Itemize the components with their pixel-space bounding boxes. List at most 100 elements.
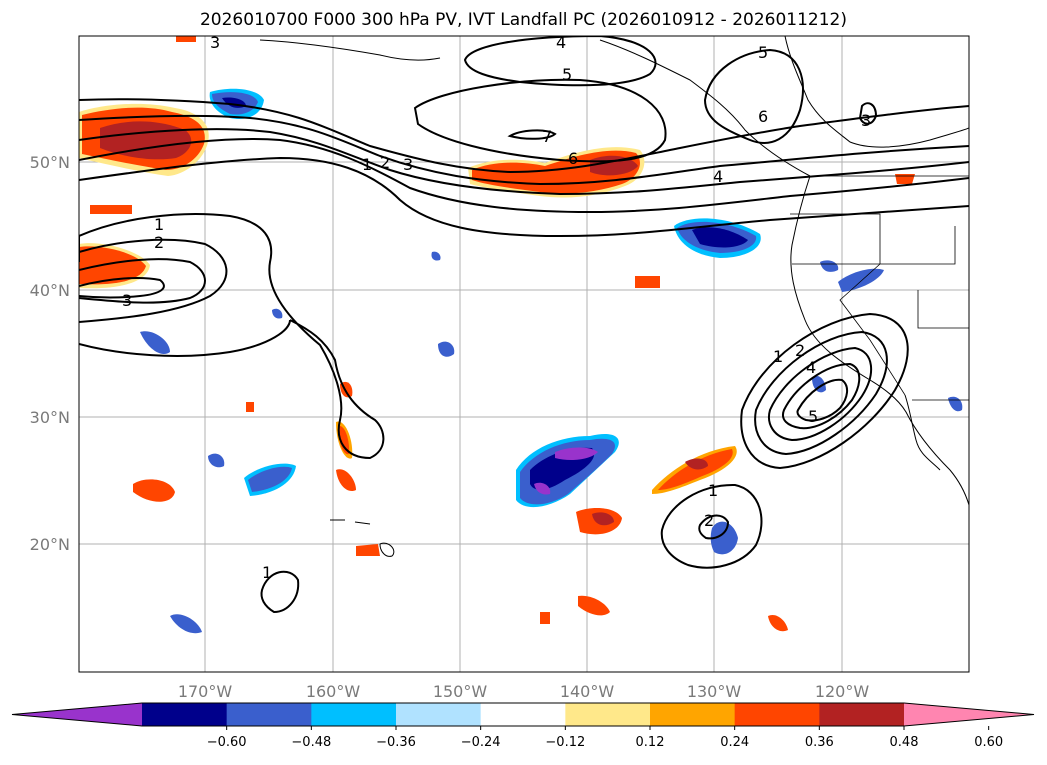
pv-neg-blob [692, 227, 748, 248]
colorbar-tick-label: 0.48 [890, 735, 919, 750]
colorbar-tick-label: −0.24 [461, 735, 501, 750]
contour-label: 2 [704, 511, 714, 530]
contour-line [79, 319, 291, 357]
contour-label: 1 [362, 155, 372, 174]
contour-label: 3 [210, 33, 220, 52]
pv-pos-blob [79, 246, 146, 285]
contour-line [768, 346, 873, 442]
contour-line [703, 48, 804, 144]
pv-pos-blob [338, 425, 350, 455]
pv-pos-blob [133, 479, 175, 502]
colorbar-segment [650, 703, 736, 726]
contour-label: 4 [556, 33, 566, 52]
pv-pos-blob [246, 402, 254, 412]
pv-neg-blob [170, 614, 202, 634]
contour-label: 2 [154, 233, 164, 252]
lon-label-170w: 170°W [178, 682, 233, 701]
colorbar-tick-label: 0.12 [636, 735, 665, 750]
pv-neg-blob [838, 268, 884, 292]
map-title: 2026010700 F000 300 hPa PV, IVT Landfall… [199, 10, 847, 30]
pv-neg-blob [555, 447, 598, 460]
contour-line [79, 138, 969, 214]
colorbar-segment [819, 703, 905, 726]
lat-label-20n: 20°N [30, 535, 70, 554]
colorbar-tick-label: 0.24 [720, 735, 749, 750]
colorbar-segment [142, 703, 228, 726]
contour-line [79, 213, 385, 460]
contour-line [507, 129, 557, 140]
pv-pos-blob [336, 469, 356, 492]
pv-neg-blob [140, 331, 170, 354]
colorbar-extend-min [12, 703, 142, 726]
contour-label: 6 [758, 107, 768, 126]
contour-label: 5 [562, 65, 572, 84]
pv-pos-blob [592, 512, 614, 526]
contour-line [79, 114, 969, 186]
pv-pos-blob [176, 36, 196, 42]
colorbar-segment [565, 703, 651, 726]
map-area [79, 36, 969, 672]
colorbar-tick-label: 0.36 [805, 735, 834, 750]
contour-label: 3 [122, 291, 132, 310]
contour-label: 1 [262, 563, 272, 582]
pv-neg-blob [431, 251, 441, 261]
lat-label-40n: 40°N [30, 281, 70, 300]
lon-label-120w: 120°W [815, 682, 870, 701]
contour-line [413, 78, 667, 163]
colorbar-segment [396, 703, 482, 726]
contour-line [79, 128, 969, 196]
ivt-contours [79, 36, 969, 614]
contour-label: 3 [403, 155, 413, 174]
colorbar-tick-label: −0.12 [545, 735, 585, 750]
pv-neg-blob [272, 308, 283, 319]
contour-line [79, 258, 206, 304]
colorbar: −0.60 −0.48 −0.36 −0.24 −0.12 0.12 0.24 0.36 0.4… [11, 702, 1035, 750]
coastlines [259, 36, 969, 557]
contour-label: 1 [154, 215, 164, 234]
contour-line [260, 570, 300, 614]
state-borders [790, 175, 969, 401]
pv-neg-blob [812, 375, 826, 393]
pv-neg-blob [208, 453, 225, 468]
pv-neg-blob [248, 466, 292, 492]
pv-pos-blob [540, 612, 550, 624]
pv-pos-blob [768, 614, 788, 632]
contour-label: 5 [808, 407, 818, 426]
contour-label: 1 [708, 481, 718, 500]
pv-neg-blob [820, 260, 839, 272]
lat-label-30n: 30°N [30, 408, 70, 427]
colorbar-segment [226, 703, 312, 726]
contour-line [754, 330, 888, 456]
pv-neg-blob [534, 482, 551, 495]
pv-pos-blob [90, 205, 132, 214]
colorbar-segment [480, 703, 566, 726]
contour-line [79, 277, 165, 299]
lon-label-160w: 160°W [306, 682, 361, 701]
contour-line [782, 362, 861, 430]
pv-pos-blob [658, 449, 733, 490]
map-frame [78, 35, 970, 673]
colorbar-tick-label: −0.60 [207, 735, 247, 750]
colorbar-outline [11, 702, 1035, 727]
contour-label: 1 [773, 347, 783, 366]
pv-pos-blob [685, 458, 708, 470]
colorbar-tick-label: −0.48 [291, 735, 331, 750]
pv-neg-blob [710, 521, 738, 555]
contour-label: 4 [806, 358, 816, 377]
pv-pos-blob [635, 276, 660, 288]
contour-line [79, 98, 969, 174]
pv-pos-blob [356, 544, 380, 556]
contour-line [698, 514, 730, 540]
lon-label-150w: 150°W [433, 682, 488, 701]
lon-label-140w: 140°W [560, 682, 615, 701]
contour-line [858, 102, 878, 125]
lat-axis-labels: 50°N 40°N 30°N 20°N [30, 153, 70, 554]
colorbar-tick-label: −0.36 [376, 735, 416, 750]
contour-label: 6 [568, 149, 578, 168]
colorbar-tick-label: 0.60 [974, 735, 1003, 750]
contour-label: 7 [542, 127, 552, 146]
contour-line [463, 36, 657, 87]
contour-labels: 1 2 3 3 4 5 5 6 7 4 6 3 1 2 3 1 2 4 5 1 … [122, 33, 871, 582]
colorbar-segment [734, 703, 820, 726]
